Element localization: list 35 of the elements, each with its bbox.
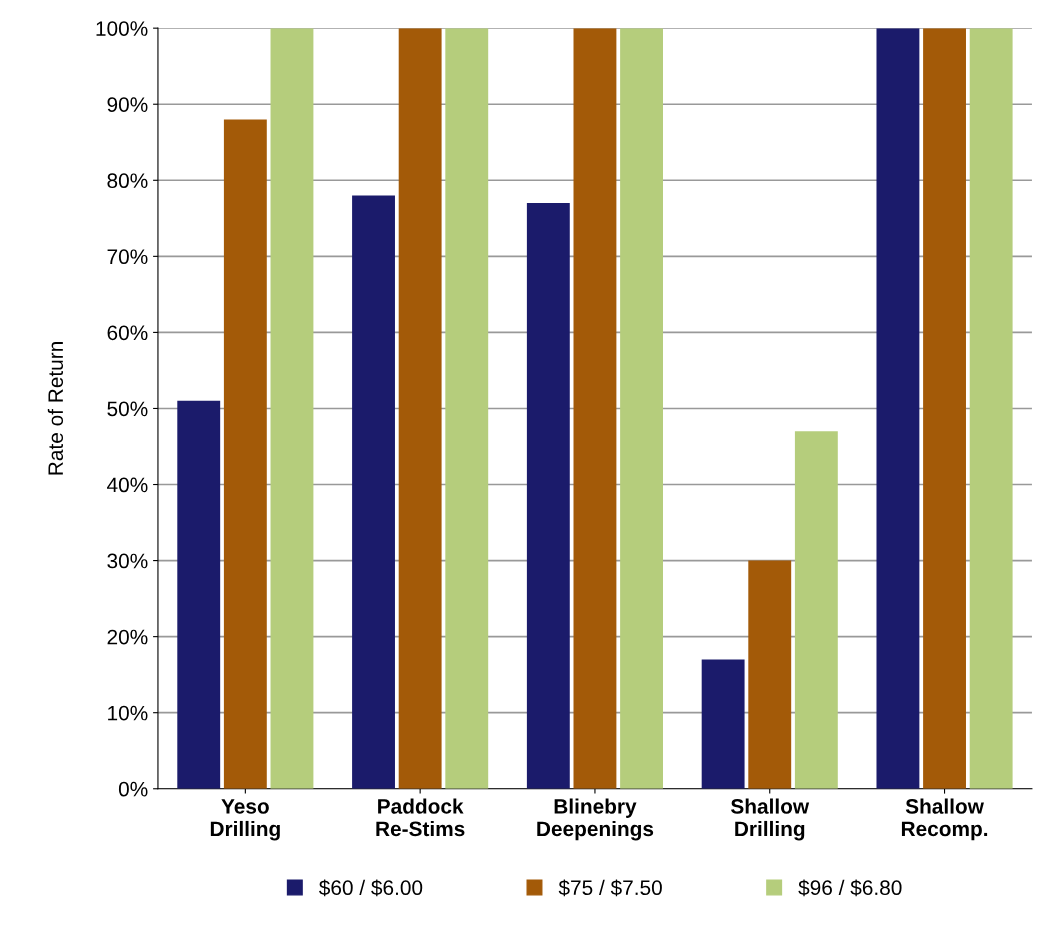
y-tick-label: 10% [108, 705, 148, 721]
bar [573, 28, 617, 789]
bar [748, 560, 792, 789]
bar [398, 28, 442, 789]
y-tick-label: 50% [107, 401, 148, 417]
x-tick-label: Shallow Drilling [730, 798, 810, 841]
bar [969, 28, 1013, 789]
y-tick-label: 70% [107, 249, 148, 265]
y-axis-title: Rate of Return [47, 342, 64, 475]
x-tick-label: Paddock Re-Stims [376, 798, 465, 837]
bar [794, 431, 838, 789]
y-tick-label: 60% [107, 325, 148, 341]
y-tick-label: 100% [96, 21, 148, 36]
y-tick-label: 90% [107, 97, 148, 112]
bar [445, 28, 489, 789]
bar [701, 659, 745, 789]
y-tick-label: 30% [107, 553, 148, 569]
y-tick-label: 80% [107, 173, 148, 189]
bar [526, 203, 570, 789]
x-tick-label: Blinebry Deepenings [537, 798, 654, 841]
y-tick-label: 20% [107, 629, 148, 645]
bar [352, 195, 395, 789]
legend-label: $96 / $6.80 [798, 879, 902, 897]
legend-label: $60 / $6.00 [319, 879, 423, 897]
x-tick-label: Yeso Drilling [210, 799, 280, 841]
y-tick-label: 0% [118, 781, 148, 797]
bar [620, 28, 663, 789]
bar [270, 28, 314, 789]
bar [223, 119, 267, 789]
bar [923, 28, 966, 789]
x-tick-label: Shallow Recomp. [901, 798, 988, 841]
bar [177, 400, 221, 789]
legend-label: $75 / $7.50 [558, 879, 662, 897]
y-tick-label: 40% [107, 477, 148, 493]
bar [876, 28, 920, 789]
